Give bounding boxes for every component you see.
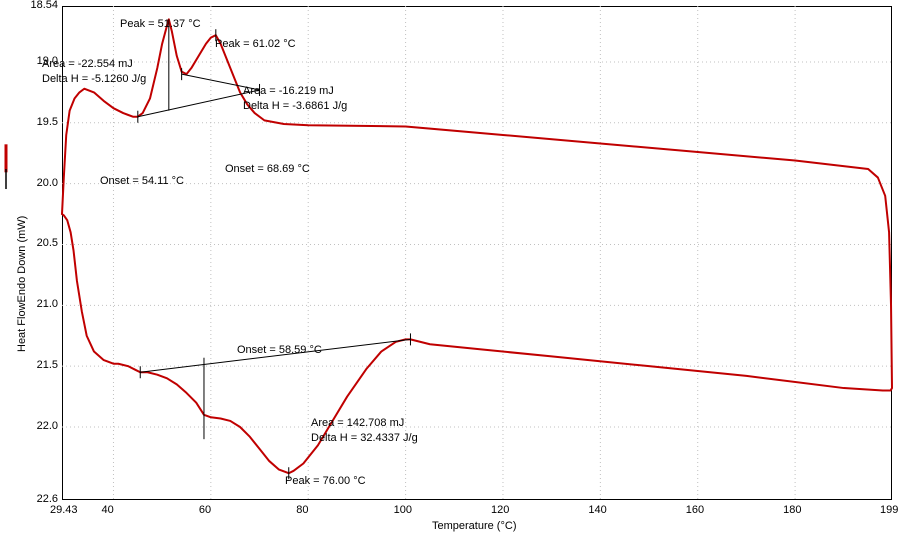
x-tick-label: 160 [686,504,704,516]
annotation-area3b: Delta H = 32.4337 J/g [311,432,418,446]
dsc-chart: Heat FlowEndo Down (mW) Temperature (°C)… [0,0,899,550]
y-tick-label: 21.0 [37,298,58,310]
x-tick-label: 199.9 [880,504,899,516]
y-tick-label: 20.5 [37,237,58,249]
y-tick-label: 22.6 [37,493,58,505]
annotation-area2a: Area = -16.219 mJ [243,85,334,99]
x-tick-label: 100 [394,504,412,516]
annotation-onset3: Onset = 58.59 °C [237,344,322,358]
x-tick-label: 180 [783,504,801,516]
x-axis-title: Temperature (°C) [432,520,516,532]
x-tick-label: 120 [491,504,509,516]
y-tick-label: 19.5 [37,116,58,128]
y-tick-label: 18.54 [30,0,58,11]
annotation-area3a: Area = 142.708 mJ [311,417,404,431]
annotation-area2b: Delta H = -3.6861 J/g [243,100,347,114]
annotation-area1b: Delta H = -5.1260 J/g [42,73,146,87]
y-tick-label: 22.0 [37,420,58,432]
annotation-peak3: Peak = 76.00 °C [285,475,366,489]
y-axis-title: Heat FlowEndo Down (mW) [16,215,28,351]
y-tick-label: 20.0 [37,177,58,189]
y-tick-label: 21.5 [37,359,58,371]
annotation-onset2: Onset = 68.69 °C [225,163,310,177]
plot-area [62,6,892,500]
annotation-peak2: Peak = 61.02 °C [215,38,296,52]
x-tick-label: 29.43 [50,504,78,516]
x-tick-label: 40 [101,504,113,516]
x-tick-label: 80 [296,504,308,516]
annotation-onset1: Onset = 54.11 °C [100,175,184,189]
x-tick-label: 60 [199,504,211,516]
annotation-area1a: Area = -22.554 mJ [42,58,133,72]
annotation-peak1: Peak = 51.37 °C [120,18,201,32]
x-tick-label: 140 [588,504,606,516]
